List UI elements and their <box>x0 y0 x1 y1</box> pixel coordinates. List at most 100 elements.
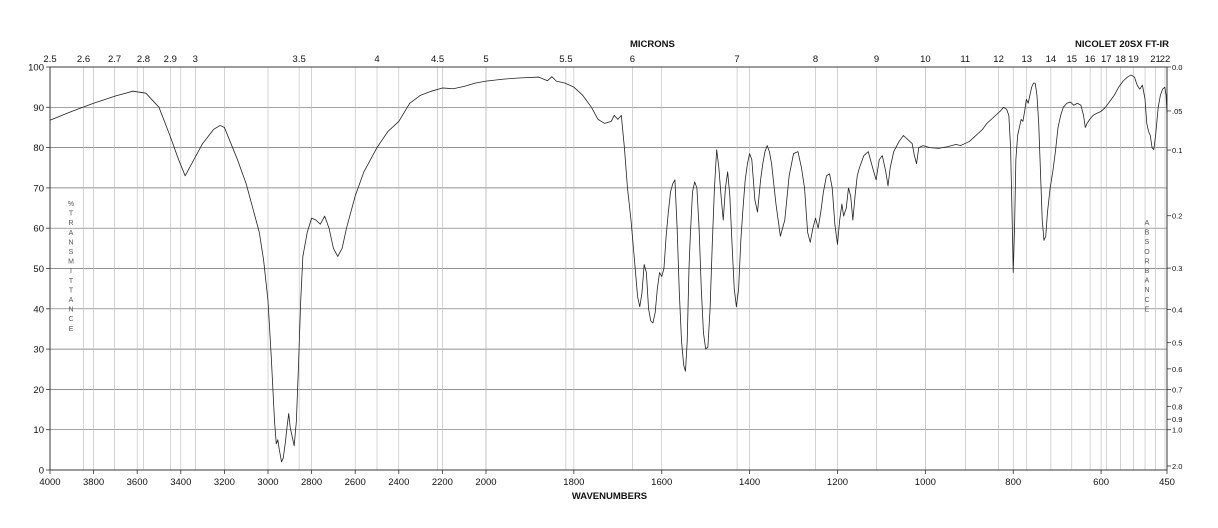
micron-tick-label: 6 <box>630 54 635 65</box>
micron-tick-label: 14 <box>1046 54 1057 65</box>
right-axis-letter: C <box>1144 297 1149 304</box>
top-axis-title: MICRONS <box>630 39 675 50</box>
micron-tick-label: 12 <box>993 54 1004 65</box>
x-tick-label: 600 <box>1093 477 1109 488</box>
micron-tick-label: 15 <box>1067 54 1078 65</box>
y-tick-label: 60 <box>33 224 44 235</box>
left-axis-letter: E <box>69 326 74 333</box>
x-tick-label: 4000 <box>39 477 60 488</box>
x-tick-label: 1400 <box>739 477 760 488</box>
x-tick-label: 3000 <box>257 477 278 488</box>
x-tick-label: 3200 <box>214 477 235 488</box>
y-tick-label: 0 <box>39 466 44 477</box>
micron-tick-label: 9 <box>874 54 879 65</box>
left-axis-letter: T <box>69 278 74 285</box>
micron-tick-label: 22 <box>1160 54 1171 65</box>
absorbance-tick-label: 0.9 <box>1172 415 1182 424</box>
x-tick-label: 800 <box>1005 477 1021 488</box>
transmittance-tick-labels: 0 10 20 30 40 50 60 70 80 90 100 <box>28 63 50 477</box>
absorbance-tick-label: 2.0 <box>1172 462 1182 471</box>
left-axis-letter: I <box>70 268 72 275</box>
left-axis-letter: C <box>68 316 73 323</box>
micron-tick-labels: 2.5 2.6 2.7 2.8 2.9 3 3.5 4 4.5 5 5.5 6 7 8 9 10 11 12 13 1… <box>43 54 1170 65</box>
x-tick-label: 450 <box>1159 477 1175 488</box>
absorbance-tick-label: 0.1 <box>1172 146 1182 155</box>
right-axis-letter: A <box>1145 278 1150 285</box>
absorbance-tick-label: 0.0 <box>1172 63 1182 72</box>
micron-tick-label: 4.5 <box>431 54 444 65</box>
x-tick-label: 3400 <box>170 477 191 488</box>
y-tick-label: 90 <box>33 103 44 114</box>
micron-tick-label: 3 <box>193 54 198 65</box>
absorbance-tick-label: 0.2 <box>1172 212 1182 221</box>
micron-tick-label: 8 <box>813 54 818 65</box>
x-axis-title: WAVENUMBERS <box>572 491 647 502</box>
absorbance-tick-label: 0.4 <box>1172 306 1182 315</box>
micron-tick-label: 2.7 <box>108 54 121 65</box>
micron-tick-label: 7 <box>734 54 739 65</box>
y-tick-label: 70 <box>33 183 44 194</box>
absorbance-tick-label: 0.5 <box>1172 339 1182 348</box>
left-axis-letter: A <box>69 297 74 304</box>
right-axis-letter: E <box>1145 306 1150 313</box>
x-tick-label: 2000 <box>475 477 496 488</box>
absorbance-tick-label: .05 <box>1172 107 1182 116</box>
right-axis-letter: S <box>1145 239 1150 246</box>
x-tick-label: 3600 <box>127 477 148 488</box>
right-axis-letter: R <box>1144 258 1149 265</box>
left-axis-letter: S <box>69 249 74 256</box>
absorbance-tick-label: 0.6 <box>1172 365 1182 374</box>
micron-tick-label: 2.5 <box>43 54 56 65</box>
y-tick-label: 50 <box>33 264 44 275</box>
micron-tick-label: 18 <box>1115 54 1126 65</box>
absorbance-tick-labels: 0.0 .05 0.1 0.2 0.3 0.4 0.5 0.6 0.7 0.8 0.9 1.0 2.0 <box>1167 63 1182 471</box>
y-tick-label: 10 <box>33 425 44 436</box>
x-tick-label: 1000 <box>915 477 936 488</box>
micron-tick-label: 3.5 <box>293 54 306 65</box>
y-tick-label: 80 <box>33 143 44 154</box>
micron-tick-label: 17 <box>1101 54 1112 65</box>
y-tick-label: 30 <box>33 345 44 356</box>
left-axis-letter: % <box>68 201 74 208</box>
spectrum-line <box>49 74 1168 463</box>
grid-lines <box>49 66 1168 471</box>
right-axis-letter: O <box>1144 249 1150 256</box>
x-tick-label: 2800 <box>301 477 322 488</box>
wavenumber-tick-labels: 4000 3800 3600 3400 3200 3000 2800 2600 2400 2200… <box>39 470 1175 488</box>
left-axis-letter: T <box>69 287 74 294</box>
right-axis-letter: B <box>1145 230 1150 237</box>
left-axis-letter: A <box>69 230 74 237</box>
left-axis-letter: T <box>69 211 74 218</box>
absorbance-tick-label: 1.0 <box>1172 426 1182 435</box>
left-axis-letter: N <box>68 307 73 314</box>
micron-tick-label: 2.6 <box>77 54 90 65</box>
micron-tick-label: 19 <box>1128 54 1139 65</box>
instrument-label: NICOLET 20SX FT-IR <box>1075 39 1169 50</box>
absorbance-tick-label: 0.3 <box>1172 264 1182 273</box>
x-tick-label: 3800 <box>83 477 104 488</box>
micron-tick-label: 16 <box>1085 54 1096 65</box>
absorbance-tick-label: 0.8 <box>1172 402 1182 411</box>
y-tick-label: 100 <box>28 63 44 74</box>
left-axis-letter: R <box>68 220 73 227</box>
x-tick-label: 2400 <box>388 477 409 488</box>
x-tick-label: 2200 <box>432 477 453 488</box>
micron-tick-label: 11 <box>960 54 970 65</box>
x-tick-label: 1200 <box>827 477 848 488</box>
right-axis-letter: N <box>1144 287 1149 294</box>
micron-tick-label: 10 <box>920 54 931 65</box>
y-tick-label: 20 <box>33 385 44 396</box>
micron-tick-label: 2.9 <box>164 54 177 65</box>
micron-tick-label: 21 <box>1150 54 1161 65</box>
x-tick-label: 2600 <box>345 477 366 488</box>
series-layer <box>49 74 1168 463</box>
x-tick-label: 1600 <box>651 477 672 488</box>
left-axis-letter: M <box>68 259 74 266</box>
micron-tick-label: 2.8 <box>137 54 150 65</box>
y-tick-label: 40 <box>33 304 44 315</box>
micron-tick-label: 5 <box>483 54 488 65</box>
micron-tick-label: 5.5 <box>559 54 572 65</box>
